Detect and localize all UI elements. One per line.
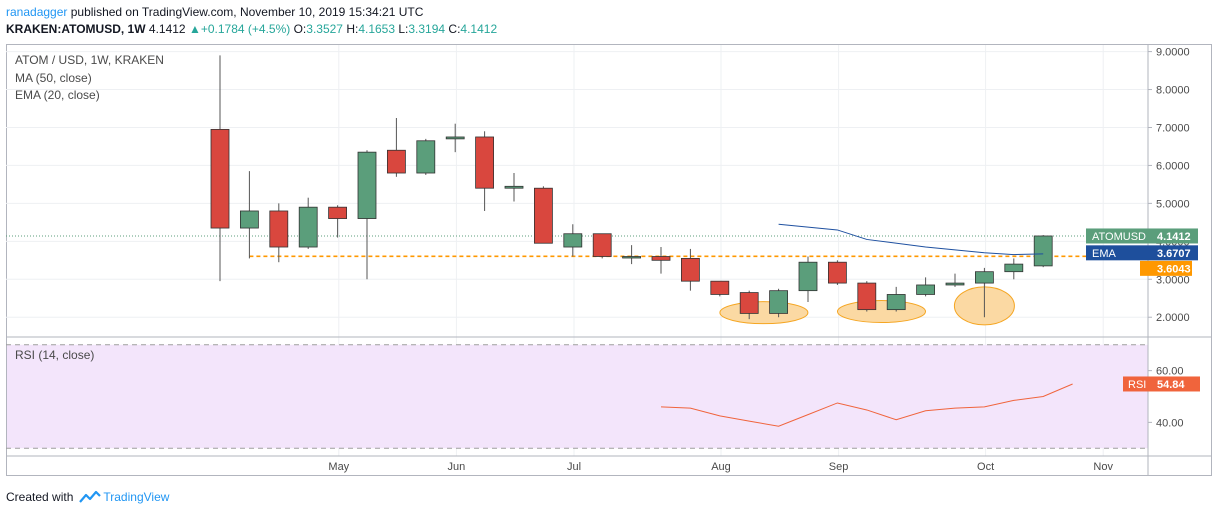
created-with-text: Created with	[6, 490, 74, 504]
open-label: O:	[293, 22, 307, 36]
publish-line: ranadagger published on TradingView.com,…	[6, 5, 423, 19]
footer: Created with TradingView	[6, 490, 169, 504]
chart-frame	[6, 44, 1212, 476]
high-label: H:	[346, 22, 359, 36]
high-value: 4.1653	[358, 22, 396, 36]
open-value: 3.3527	[306, 22, 343, 36]
publish-info: published on TradingView.com, November 1…	[67, 5, 424, 19]
close-label: C:	[448, 22, 461, 36]
ticker-change: +0.1784 (+4.5%)	[200, 22, 291, 36]
author-link[interactable]: ranadagger	[6, 5, 68, 19]
close-value: 4.1412	[460, 22, 498, 36]
ma-legend: MA (50, close)	[15, 71, 92, 85]
low-label: L:	[398, 22, 409, 36]
chart-title: ATOM / USD, 1W, KRAKEN	[15, 53, 164, 67]
ticker-symbol: KRAKEN:ATOMUSD, 1W	[6, 22, 146, 36]
brand-name: TradingView	[103, 490, 170, 504]
low-value: 3.3194	[408, 22, 446, 36]
ticker-line: KRAKEN:ATOMUSD, 1W 4.1412 ▲+0.1784 (+4.5…	[6, 22, 497, 36]
tradingview-brand[interactable]: TradingView	[77, 490, 169, 504]
ema-legend: EMA (20, close)	[15, 88, 100, 102]
tradingview-logo-icon	[79, 490, 102, 503]
rsi-legend: RSI (14, close)	[15, 348, 95, 362]
ticker-last: 4.1412	[148, 22, 186, 36]
up-arrow-icon: ▲	[188, 22, 201, 36]
